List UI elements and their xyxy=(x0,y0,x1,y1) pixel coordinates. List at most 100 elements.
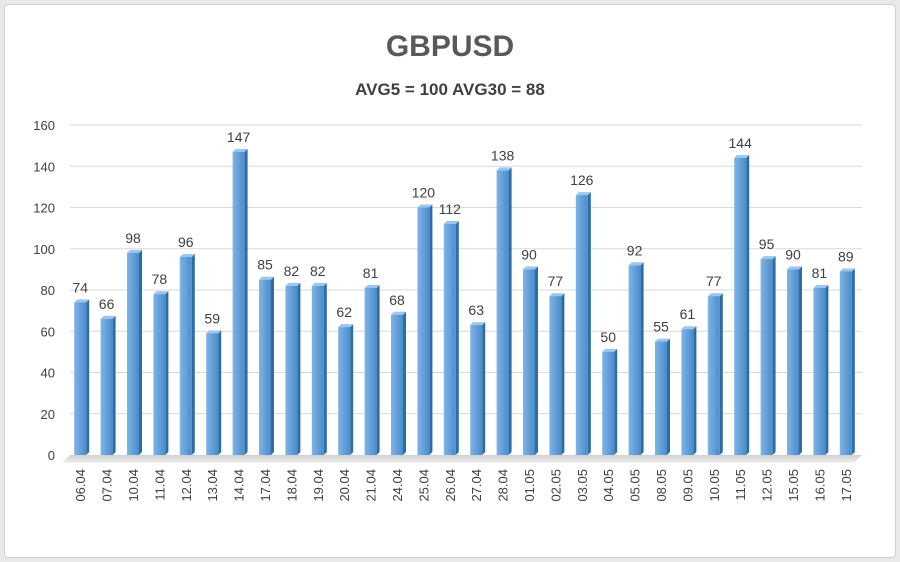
data-label: 66 xyxy=(99,296,115,312)
bar xyxy=(364,287,377,455)
bar-side xyxy=(587,192,591,455)
bar xyxy=(523,269,535,455)
x-tick-label: 21.04 xyxy=(364,469,379,502)
x-tick-label: 24.04 xyxy=(390,469,405,502)
bar-top xyxy=(100,315,116,319)
x-tick-label: 03.05 xyxy=(575,469,590,502)
bar-top xyxy=(839,268,855,272)
data-label: 61 xyxy=(680,306,696,322)
bar-side xyxy=(244,148,248,455)
data-label: 55 xyxy=(653,319,669,335)
bar xyxy=(417,207,430,455)
data-label: 81 xyxy=(812,265,828,281)
x-tick-label: 18.04 xyxy=(284,469,299,502)
bar xyxy=(681,329,694,455)
data-label: 120 xyxy=(412,185,436,201)
x-tick-label: 07.04 xyxy=(100,469,115,502)
bar-side xyxy=(271,276,274,455)
x-tick-label: 11.05 xyxy=(733,469,748,501)
bar-side xyxy=(297,282,301,455)
y-tick-label: 0 xyxy=(48,448,55,463)
bar-top xyxy=(232,148,248,152)
x-tick-label: 04.05 xyxy=(601,469,616,502)
bar-top xyxy=(523,266,538,270)
data-label: 90 xyxy=(521,246,537,262)
bar xyxy=(470,325,483,455)
x-tick-label: 06.04 xyxy=(73,469,88,502)
bar-side xyxy=(139,249,142,455)
bar-top xyxy=(787,266,802,270)
bar-top xyxy=(127,249,142,253)
x-tick-label: 19.04 xyxy=(311,469,326,502)
data-label: 50 xyxy=(600,329,616,345)
bar-side xyxy=(693,326,697,455)
chart-title: GBPUSD xyxy=(385,30,515,63)
bar-side xyxy=(851,268,855,455)
bar-side xyxy=(614,348,618,455)
bar-top xyxy=(259,276,274,280)
data-label: 82 xyxy=(310,263,326,279)
bar-top xyxy=(74,299,90,303)
bar xyxy=(602,351,615,455)
data-label: 59 xyxy=(204,310,220,326)
bar-top xyxy=(285,282,301,286)
bar xyxy=(206,333,219,455)
bar-top xyxy=(681,326,697,330)
data-label: 62 xyxy=(336,304,352,320)
x-tick-label: 12.04 xyxy=(179,469,194,502)
data-label: 96 xyxy=(178,234,194,250)
bar-side xyxy=(667,338,670,455)
bar-top xyxy=(179,254,195,257)
bar-top xyxy=(707,293,723,297)
bar xyxy=(839,271,852,455)
bar xyxy=(787,269,799,455)
data-label: 90 xyxy=(785,246,801,262)
bar xyxy=(338,327,351,455)
bar-side xyxy=(799,266,802,455)
bar xyxy=(575,195,588,455)
bar-side xyxy=(191,254,195,455)
x-tick-label: 10.04 xyxy=(126,469,141,502)
bar-side xyxy=(429,204,433,455)
bar-top xyxy=(549,293,565,297)
bar-side xyxy=(455,221,459,455)
bar xyxy=(813,287,826,455)
bar xyxy=(153,294,166,455)
bar xyxy=(549,296,562,455)
x-tick-label: 20.04 xyxy=(337,469,352,502)
bar-side xyxy=(376,284,380,455)
x-tick-label: 12.05 xyxy=(760,469,775,502)
x-tick-label: 28.04 xyxy=(496,469,511,502)
data-label: 92 xyxy=(627,242,643,258)
data-label: 68 xyxy=(389,292,405,308)
bar-top xyxy=(575,192,591,196)
bar-top xyxy=(628,262,644,266)
x-tick-label: 02.05 xyxy=(548,469,563,502)
y-tick-label: 40 xyxy=(41,366,55,381)
bar xyxy=(127,252,139,455)
bar xyxy=(179,257,192,455)
bar-top xyxy=(443,221,459,224)
x-tick-label: 27.04 xyxy=(469,469,484,502)
bar xyxy=(496,170,509,455)
bar-top xyxy=(391,311,406,315)
bar-side xyxy=(165,291,169,455)
bar xyxy=(443,224,456,455)
bar-side xyxy=(825,284,829,455)
bar-side xyxy=(561,293,565,455)
chart-floor xyxy=(62,455,862,463)
chart-subtitle: AVG5 = 100 AVG30 = 88 xyxy=(355,80,545,99)
bar-top xyxy=(311,282,327,286)
bar-side xyxy=(112,315,116,455)
bar-top xyxy=(813,284,829,288)
x-tick-label: 05.05 xyxy=(628,469,643,502)
bar-top xyxy=(734,155,750,158)
bar-top xyxy=(602,348,618,352)
bar-side xyxy=(719,293,723,455)
bar xyxy=(259,279,271,455)
bar xyxy=(760,259,773,455)
x-tick-label: 25.04 xyxy=(416,469,431,502)
data-label: 144 xyxy=(729,135,753,151)
x-tick-label: 17.05 xyxy=(839,469,854,502)
